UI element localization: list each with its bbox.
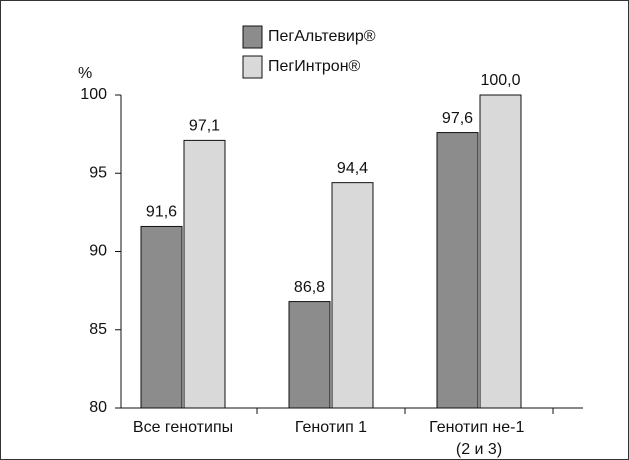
legend-swatch [242,55,263,79]
y-tick-label: 85 [89,321,107,338]
value-label: 97,6 [442,110,473,127]
bar [288,301,331,409]
value-label: 86,8 [294,279,325,296]
value-label: 94,4 [337,160,368,177]
y-tick-label: 100 [80,86,107,103]
y-tick-label: 90 [89,243,107,260]
value-label: 91,6 [146,204,177,221]
x-tick-label-line: Генотип не-1 [429,419,529,436]
y-tick-label: 95 [89,164,107,181]
bar [331,182,374,409]
x-tick-label: Генотип 1 [295,419,367,436]
value-label: 97,1 [189,118,220,135]
x-tick-label-line: (2 и 3) [456,441,502,458]
legend-swatch [242,25,263,49]
legend-label: ПегАльтевир® [268,28,376,45]
y-tick-label: 80 [89,399,107,416]
value-label: 100,0 [480,72,520,89]
x-tick-label: Все генотипы [133,419,233,436]
y-axis-label: % [78,65,92,82]
x-tick-label: Генотип не-1 (2 и 3) [429,419,529,458]
bar [140,225,183,409]
bar [479,94,522,409]
legend-label: ПегИнтрон® [268,58,361,75]
bar [436,132,479,409]
bar [183,139,226,409]
